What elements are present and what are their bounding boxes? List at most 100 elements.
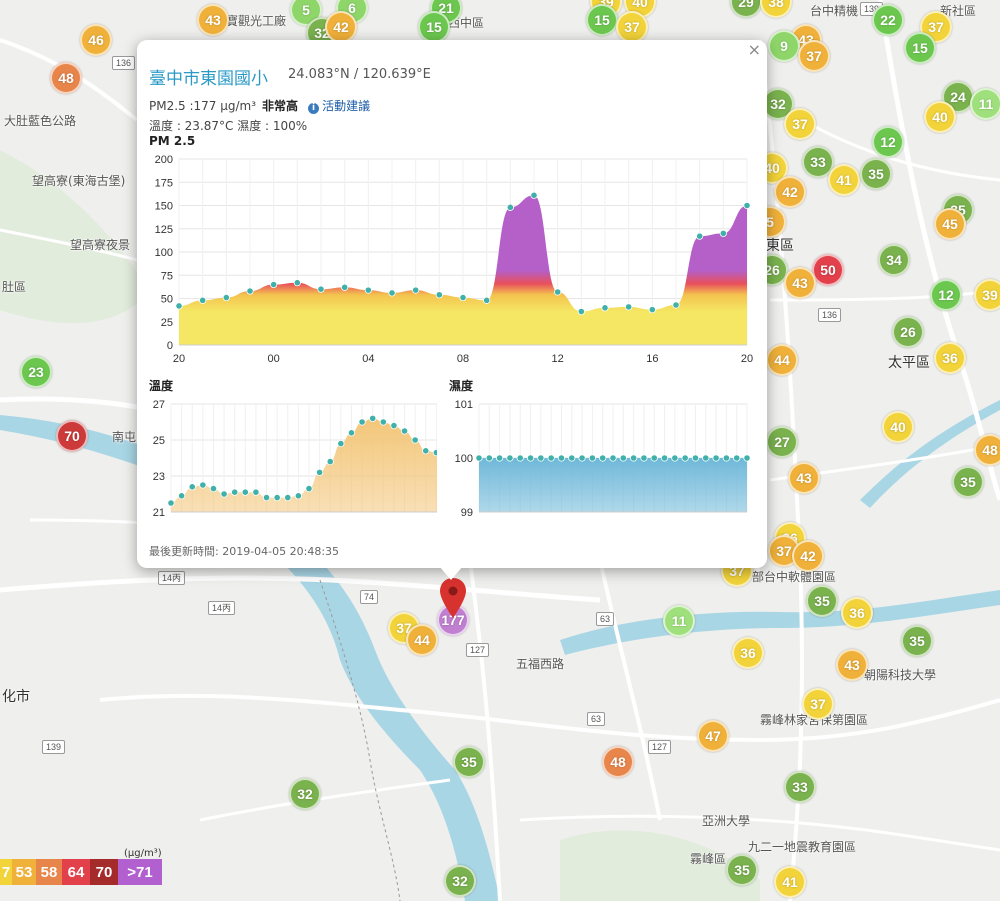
station-marker[interactable]: 37 <box>802 688 834 720</box>
station-marker[interactable]: 43 <box>784 267 816 299</box>
station-marker[interactable]: 41 <box>774 866 806 898</box>
site-name[interactable]: 臺中市東園國小 <box>149 69 268 89</box>
data-point <box>650 454 658 462</box>
data-point <box>270 280 278 289</box>
station-marker[interactable]: 37 <box>798 40 830 72</box>
activity-advice-link[interactable]: 活動建議 <box>322 99 371 113</box>
station-marker[interactable]: 26 <box>892 316 924 348</box>
station-marker[interactable]: 43 <box>788 462 820 494</box>
station-marker[interactable]: 35 <box>453 746 485 778</box>
station-marker[interactable]: 34 <box>878 244 910 276</box>
station-marker[interactable]: 48 <box>602 746 634 778</box>
station-marker[interactable]: 35 <box>952 466 984 498</box>
data-point <box>619 454 627 462</box>
data-point <box>557 454 566 462</box>
road-shield: 136 <box>818 308 842 322</box>
station-marker[interactable]: 27 <box>766 426 798 458</box>
data-point <box>743 454 751 462</box>
x-tick-label: 00 <box>268 353 280 365</box>
site-coordinates: 24.083°N / 120.639°E <box>288 67 431 82</box>
station-marker[interactable]: 35 <box>806 585 838 617</box>
data-point <box>293 279 301 287</box>
data-point <box>422 447 430 455</box>
station-marker[interactable]: 33 <box>784 771 816 803</box>
map-pin-icon[interactable] <box>440 578 466 618</box>
station-marker[interactable]: 15 <box>904 32 936 64</box>
data-point <box>316 468 324 477</box>
map-place-label: 新社區 <box>940 4 977 18</box>
map-place-label: 化市 <box>2 689 30 705</box>
station-marker[interactable]: 70 <box>56 420 88 452</box>
legend-cell: 64 <box>62 859 90 885</box>
station-marker[interactable]: 37 <box>784 108 816 140</box>
station-marker[interactable]: 48 <box>50 62 82 94</box>
data-point <box>222 293 230 302</box>
station-marker[interactable]: 15 <box>418 11 450 43</box>
station-marker[interactable]: 15 <box>586 4 618 36</box>
y-tick-label: 150 <box>155 201 173 213</box>
legend-unit: (μg/m³) <box>124 848 162 859</box>
x-tick-label: 04 <box>362 353 374 365</box>
station-marker[interactable]: 22 <box>872 4 904 36</box>
station-marker[interactable]: 35 <box>860 158 892 190</box>
station-marker[interactable]: 36 <box>934 342 966 374</box>
station-marker[interactable]: 9 <box>768 30 800 62</box>
station-marker[interactable]: 43 <box>836 649 868 681</box>
station-marker[interactable]: 40 <box>924 101 956 133</box>
map-place-label: 部台中軟體園區 <box>752 570 837 584</box>
map-place-label: 亞洲大學 <box>702 814 751 828</box>
station-marker[interactable]: 11 <box>663 605 695 637</box>
station-marker[interactable]: 40 <box>882 411 914 443</box>
station-marker[interactable]: 42 <box>774 176 806 208</box>
data-point <box>188 483 196 491</box>
station-marker[interactable]: 47 <box>697 720 729 752</box>
station-marker[interactable]: 50 <box>812 254 844 286</box>
data-point <box>577 307 585 316</box>
station-marker[interactable]: 12 <box>930 279 962 311</box>
map-place-label: 東區 <box>766 238 794 254</box>
info-icon[interactable]: i <box>308 103 320 114</box>
data-point <box>341 283 349 291</box>
station-marker[interactable]: 35 <box>726 854 758 886</box>
data-point <box>691 454 700 462</box>
y-tick-label: 27 <box>153 399 165 411</box>
pm-value: PM2.5 :177 μg/m³ <box>149 99 257 113</box>
station-marker[interactable]: 36 <box>841 597 873 629</box>
legend-cell: 70 <box>90 859 118 885</box>
station-marker[interactable]: 35 <box>901 625 933 657</box>
data-point <box>630 454 638 462</box>
pm-level: 非常高 <box>262 99 299 113</box>
station-marker[interactable]: 45 <box>934 208 966 240</box>
data-point <box>262 494 271 502</box>
station-marker[interactable]: 23 <box>20 356 52 388</box>
station-marker[interactable]: 44 <box>406 624 438 656</box>
data-point <box>671 454 679 462</box>
data-point <box>459 293 467 302</box>
data-point <box>578 454 586 462</box>
station-marker[interactable]: 41 <box>828 164 860 196</box>
station-marker[interactable]: 43 <box>197 4 229 36</box>
y-tick-label: 75 <box>161 270 173 282</box>
close-icon[interactable]: × <box>747 40 761 59</box>
data-point <box>625 303 633 311</box>
data-point <box>305 485 313 493</box>
station-marker[interactable]: 37 <box>616 11 648 43</box>
station-marker[interactable]: 42 <box>792 540 824 572</box>
road-shield: 136 <box>112 56 136 70</box>
station-marker[interactable]: 44 <box>766 344 798 376</box>
x-tick-label: 20 <box>173 353 185 365</box>
station-marker[interactable]: 42 <box>325 11 357 43</box>
data-point <box>294 492 302 500</box>
station-marker[interactable]: 48 <box>974 434 1000 466</box>
station-marker[interactable]: 46 <box>80 24 112 56</box>
station-marker[interactable]: 39 <box>974 279 1000 311</box>
station-marker[interactable]: 36 <box>732 637 764 669</box>
map-place-label: 望高寮(東海古堡) <box>32 174 126 188</box>
station-marker[interactable]: 11 <box>970 88 1000 120</box>
station-marker[interactable]: 32 <box>289 778 321 810</box>
data-point <box>506 203 514 211</box>
weather-readout: 溫度 : 23.87°C 濕度 : 100% <box>149 119 308 133</box>
station-marker[interactable]: 32 <box>444 865 476 897</box>
legend-cell: 7 <box>0 859 12 885</box>
station-marker[interactable]: 12 <box>872 126 904 158</box>
